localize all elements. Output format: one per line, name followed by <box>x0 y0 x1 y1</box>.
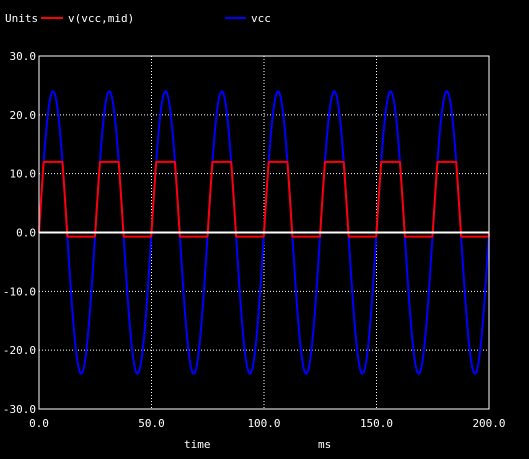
x-tick-label: 0.0 <box>29 417 49 430</box>
y-tick-label: -30.0 <box>3 403 36 416</box>
y-tick-label: 0.0 <box>16 227 36 240</box>
legend-label-vvccmid: v(vcc,mid) <box>68 12 134 25</box>
y-tick-label: 20.0 <box>10 109 37 122</box>
x-tick-label: 50.0 <box>138 417 165 430</box>
legend-label-vcc: vcc <box>251 12 271 25</box>
x-tick-label: 200.0 <box>472 417 505 430</box>
axis-tick-labels: 0.0 50.0 100.0 150.0 200.0 30.0 20.0 10.0 0.0 -10… <box>3 50 506 430</box>
series-group <box>38 90 490 375</box>
x-tick-label: 100.0 <box>247 417 280 430</box>
x-tick-label: 150.0 <box>360 417 393 430</box>
plot-frame <box>38 55 490 410</box>
y-tick-label: -20.0 <box>3 344 36 357</box>
x-axis-label: time <box>184 438 211 451</box>
y-tick-label: 30.0 <box>10 50 37 63</box>
legend-units-label: Units <box>5 12 38 25</box>
x-axis-unit: ms <box>318 438 331 451</box>
y-tick-label: 10.0 <box>10 168 37 181</box>
y-tick-label: -10.0 <box>3 285 36 298</box>
legend: Units v(vcc,mid) vcc <box>5 12 271 25</box>
